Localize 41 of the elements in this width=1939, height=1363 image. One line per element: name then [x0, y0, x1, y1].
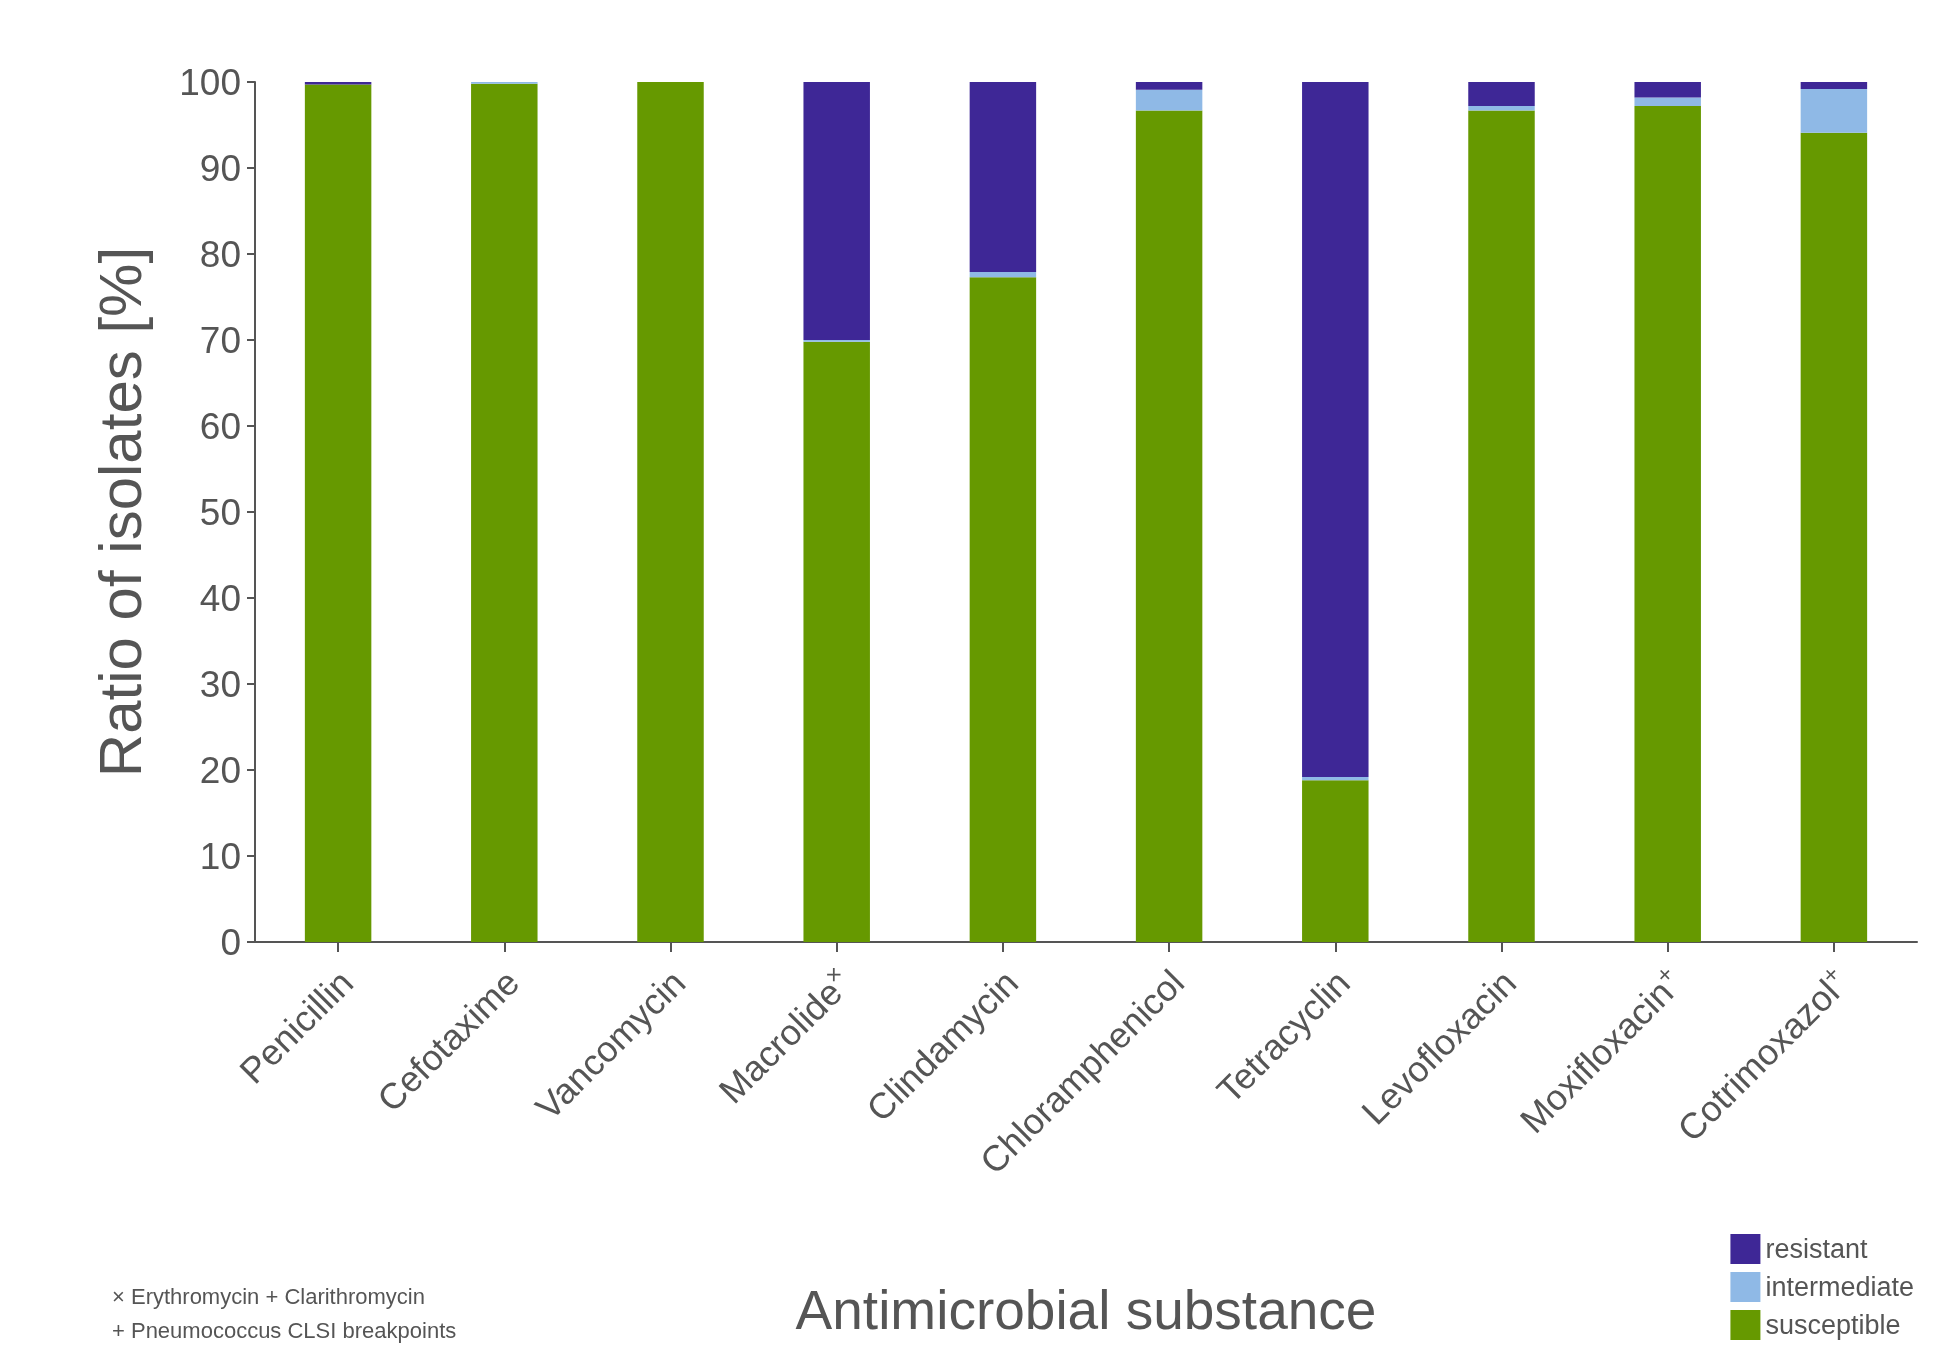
y-tick-label: 30 — [199, 663, 241, 705]
legend-label: intermediate — [1765, 1272, 1915, 1302]
bar — [1468, 106, 1535, 111]
bar — [304, 82, 372, 85]
y-tick-label: 50 — [199, 491, 241, 533]
y-tick-label: 70 — [199, 319, 241, 361]
y-tick-label: 10 — [199, 835, 241, 877]
bar — [304, 84, 372, 942]
x-axis-title: Antimicrobial substance — [795, 1278, 1377, 1341]
bar — [969, 272, 1037, 278]
bar — [471, 83, 538, 942]
text: + Pneumococcus CLSI breakpoints — [112, 1317, 457, 1343]
bar — [1135, 89, 1203, 111]
bar — [969, 82, 1037, 273]
y-tick-label: 0 — [220, 921, 241, 963]
bar — [803, 82, 870, 340]
text: × Erythromycin + Clarithromycin — [112, 1283, 425, 1309]
bar — [1302, 780, 1369, 942]
bar — [1634, 82, 1701, 98]
bar — [1800, 88, 1868, 133]
y-tick-label: 20 — [199, 749, 241, 791]
bar — [1302, 82, 1369, 777]
bar — [803, 341, 870, 942]
y-tick-label: 90 — [199, 147, 241, 189]
bar — [1800, 82, 1868, 89]
bar — [1135, 82, 1203, 90]
bar — [637, 82, 704, 942]
legend-label: resistant — [1765, 1234, 1868, 1264]
bar — [1634, 106, 1701, 942]
bar — [1634, 97, 1701, 107]
y-tick-label: 80 — [199, 233, 241, 275]
bar — [1800, 132, 1868, 942]
bar — [1468, 110, 1535, 942]
y-axis-title: Ratio of isolates [%] — [86, 246, 154, 778]
bar — [1135, 110, 1203, 942]
bar — [1468, 82, 1535, 107]
bar — [969, 277, 1037, 942]
y-tick-label: 100 — [179, 61, 241, 103]
legend-label: susceptible — [1765, 1310, 1901, 1340]
y-tick-label: 40 — [199, 577, 241, 619]
y-tick-label: 60 — [199, 405, 241, 447]
